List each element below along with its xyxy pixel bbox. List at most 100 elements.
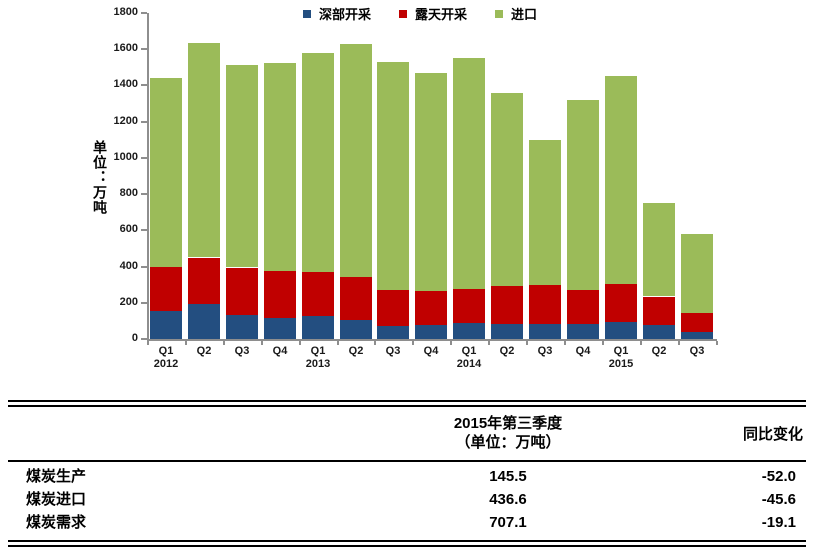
x-tick-label-quarter: Q2 xyxy=(651,345,667,357)
y-tick-label: 1600 xyxy=(113,42,138,55)
bar-segment-深部开采-Q4 xyxy=(264,318,296,339)
y-tick-mark xyxy=(141,84,147,87)
bar-segment-进口-Q3 xyxy=(226,65,258,267)
x-tick-mark xyxy=(564,341,566,345)
row-label: 煤炭需求 xyxy=(26,514,87,531)
bar-segment-露天开采-Q4 xyxy=(567,290,599,324)
y-tick-mark xyxy=(141,338,147,340)
row-change: -19.1 xyxy=(761,514,796,531)
x-tick-label-quarter: Q1 xyxy=(613,345,629,357)
y-axis-title: 单位：万吨 xyxy=(92,140,108,215)
legend-item: 深部开采 xyxy=(303,4,371,23)
y-tick-mark xyxy=(141,301,147,304)
row-value: 145.5 xyxy=(489,468,527,485)
summary-table: 2015年第三季度 （单位：万吨） 同比变化 煤炭生产 145.5 -52.0 … xyxy=(8,400,806,547)
bar-segment-露天开采-Q3 xyxy=(377,289,409,326)
row-change: -52.0 xyxy=(761,468,796,485)
legend-swatch-icon xyxy=(303,9,311,18)
y-tick-label: 400 xyxy=(119,259,138,272)
x-tick-label-quarter: Q2 xyxy=(499,345,515,357)
bar-segment-进口-Q3 xyxy=(377,62,409,290)
bar-segment-深部开采-Q2 xyxy=(340,320,372,339)
bar-segment-进口-Q1-2015 xyxy=(605,76,637,284)
x-tick-label-quarter: Q3 xyxy=(234,345,250,357)
x-tick-label-quarter: Q4 xyxy=(272,345,288,357)
y-tick-mark xyxy=(141,12,147,14)
bar-segment-深部开采-Q3 xyxy=(529,324,561,339)
bar-segment-深部开采-Q2 xyxy=(188,304,220,339)
bar-segment-深部开采-Q3 xyxy=(681,332,713,339)
legend-swatch-icon xyxy=(495,9,504,18)
x-tick-mark xyxy=(412,341,414,345)
bar-segment-深部开采-Q1-2015 xyxy=(605,322,637,339)
y-tick-label: 1000 xyxy=(113,150,138,163)
x-tick-label-quarter: Q1 xyxy=(158,345,174,357)
y-tick-mark xyxy=(141,229,147,232)
coal-supply-stacked-bar-chart: 深部开采 露天开采 进口 单位：万吨 0 200 400 600 800 1000 1200 14… xyxy=(92,4,718,370)
x-tick-label-quarter: Q3 xyxy=(385,345,401,357)
bar-segment-进口-Q2 xyxy=(491,93,523,286)
x-tick-mark xyxy=(261,341,263,345)
table-header-row: 2015年第三季度 （单位：万吨） 同比变化 xyxy=(8,407,806,460)
bar-segment-深部开采-Q3 xyxy=(226,315,258,339)
y-tick-mark xyxy=(141,265,147,268)
y-tick-label: 200 xyxy=(119,295,138,308)
x-tick-mark xyxy=(640,341,642,345)
x-tick-mark xyxy=(223,341,225,345)
x-tick-mark xyxy=(716,341,718,345)
bar-segment-露天开采-Q2 xyxy=(643,297,675,325)
table-header-rule xyxy=(8,460,806,462)
plot-area xyxy=(147,13,717,341)
bar-segment-露天开采-Q1-2014 xyxy=(453,289,485,323)
x-tick-label-quarter: Q1 xyxy=(310,345,326,357)
x-tick-label-year: 2014 xyxy=(456,358,482,370)
x-tick-label-quarter: Q2 xyxy=(196,345,212,357)
bar-segment-进口-Q4 xyxy=(567,100,599,290)
bar-segment-进口-Q1-2013 xyxy=(302,53,334,272)
row-label: 煤炭进口 xyxy=(26,491,87,508)
row-change: -45.6 xyxy=(761,491,796,508)
bar-segment-深部开采-Q2 xyxy=(491,324,523,339)
x-tick-mark xyxy=(185,341,187,345)
x-tick-mark xyxy=(526,341,528,345)
table-top-rule xyxy=(8,400,806,407)
legend-item: 露天开采 xyxy=(399,4,467,23)
table-header-value: 2015年第三季度 （单位：万吨） xyxy=(273,414,743,452)
table-header-value-line1: 2015年第三季度 xyxy=(453,415,563,432)
y-tick-mark xyxy=(141,193,147,196)
x-tick-mark xyxy=(450,341,452,345)
y-tick-label: 800 xyxy=(119,187,138,200)
y-tick-mark xyxy=(141,48,147,51)
bar-segment-深部开采-Q2 xyxy=(643,325,675,339)
bar-segment-露天开采-Q2 xyxy=(491,286,523,324)
x-tick-mark xyxy=(488,341,490,345)
bar-segment-深部开采-Q4 xyxy=(567,324,599,339)
bar-segment-露天开采-Q1-2012 xyxy=(150,267,182,311)
bar-segment-露天开采-Q4 xyxy=(415,291,447,325)
bar-segment-进口-Q2 xyxy=(340,44,372,277)
y-tick-label: 600 xyxy=(119,223,138,236)
table-row: 煤炭生产 145.5 -52.0 xyxy=(8,465,806,488)
bar-segment-进口-Q3 xyxy=(681,234,713,313)
table-row: 煤炭进口 436.6 -45.6 xyxy=(8,488,806,511)
x-tick-label-year: 2012 xyxy=(153,358,179,370)
table-header-value-line2: （单位：万吨） xyxy=(455,434,561,451)
table-header-change: 同比变化 xyxy=(743,425,804,443)
bar-segment-露天开采-Q3 xyxy=(226,268,258,315)
x-tick-mark xyxy=(337,341,339,345)
row-value: 436.6 xyxy=(489,491,527,508)
bar-segment-深部开采-Q1-2014 xyxy=(453,323,485,339)
bar-segment-露天开采-Q1-2015 xyxy=(605,284,637,322)
legend-swatch-icon xyxy=(399,9,408,18)
legend-label: 深部开采 xyxy=(319,7,372,22)
bar-segment-深部开采-Q3 xyxy=(377,326,409,339)
x-tick-mark xyxy=(374,341,376,345)
bar-segment-进口-Q2 xyxy=(188,43,220,257)
bar-segment-进口-Q3 xyxy=(529,140,561,285)
y-tick-mark xyxy=(141,120,147,123)
x-tick-label-quarter: Q3 xyxy=(537,345,553,357)
x-tick-mark xyxy=(147,341,149,345)
table-row: 煤炭需求 707.1 -19.1 xyxy=(8,511,806,534)
bar-segment-露天开采-Q3 xyxy=(529,285,561,324)
bar-segment-深部开采-Q4 xyxy=(415,325,447,339)
